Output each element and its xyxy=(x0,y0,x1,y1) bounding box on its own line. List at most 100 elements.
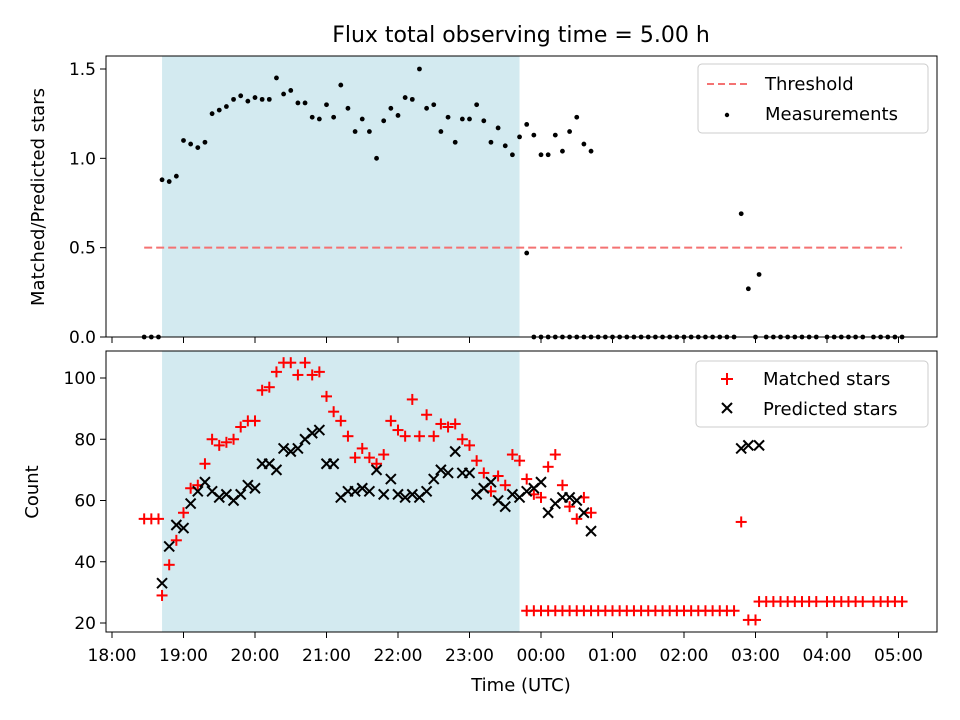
count-xtick-label: 20:00 xyxy=(231,646,280,666)
measurement-point xyxy=(245,98,251,104)
measurement-point xyxy=(345,105,351,111)
predicted-point xyxy=(428,473,440,485)
predicted-point xyxy=(192,485,204,498)
measurement-point xyxy=(209,111,215,117)
matched-point xyxy=(270,366,282,378)
measurement-point xyxy=(502,143,508,149)
measurement-point xyxy=(402,95,408,100)
measurement-point xyxy=(252,95,258,100)
predicted-point xyxy=(520,485,533,498)
predicted-point xyxy=(753,439,765,452)
measurement-point xyxy=(510,152,515,158)
measurement-point xyxy=(531,132,537,138)
count-x-axis-label: Time (UTC) xyxy=(470,675,571,696)
matched-point xyxy=(896,596,908,608)
predicted-point xyxy=(535,476,547,488)
matched-point xyxy=(178,507,189,519)
matched-point xyxy=(549,449,561,461)
matched-point xyxy=(499,479,511,491)
predicted-point xyxy=(563,491,576,504)
measurement-point xyxy=(231,96,236,102)
predicted-point xyxy=(249,482,261,494)
count-xtick-label: 00:00 xyxy=(517,646,566,666)
measurement-point xyxy=(538,152,544,158)
matched-point xyxy=(263,381,275,393)
matched-point xyxy=(220,436,232,448)
count-panel: 20 40 60 80 100 18:00 19:00 20:00 21:00 22:00 23:… xyxy=(22,350,938,696)
matched-point xyxy=(435,418,447,430)
matched-point xyxy=(199,458,211,470)
measurement-point xyxy=(481,118,487,124)
count-xtick-label: 03:00 xyxy=(731,646,780,666)
ratio-ytick-label: 0.0 xyxy=(69,328,96,348)
measurements-legend-label: Measurements xyxy=(765,104,898,125)
predicted-point xyxy=(735,442,747,455)
predicted-point xyxy=(285,445,297,458)
predicted-point xyxy=(349,485,361,498)
matched-point xyxy=(464,439,475,451)
measurement-point xyxy=(588,148,594,154)
measurement-point xyxy=(166,179,172,184)
matched-point xyxy=(556,479,568,491)
matched-point xyxy=(750,614,761,626)
matched-point xyxy=(735,516,747,528)
matched-point xyxy=(478,467,490,479)
ratio-panel-frame xyxy=(105,55,938,338)
matched-point xyxy=(356,442,368,454)
matched-point xyxy=(421,409,433,421)
predicted-point xyxy=(156,577,168,589)
predicted-point xyxy=(163,540,175,553)
predicted-point xyxy=(356,482,368,494)
predicted-point xyxy=(385,473,397,485)
threshold-legend-label: Threshold xyxy=(764,74,854,95)
predicted-point xyxy=(585,525,597,537)
matched-point xyxy=(428,430,440,442)
measurement-point xyxy=(395,113,401,118)
measurement-point xyxy=(302,100,308,106)
count-xtick-label: 22:00 xyxy=(374,646,423,666)
predicted-point xyxy=(463,467,476,479)
chart-title: Flux total observing time = 5.00 h xyxy=(332,23,710,48)
measurement-point xyxy=(195,145,201,151)
matched-point xyxy=(235,421,247,433)
count-ytick-label: 40 xyxy=(74,553,96,573)
matched-point xyxy=(413,430,425,442)
measurement-point xyxy=(467,116,472,122)
predicted-point xyxy=(571,494,583,507)
matched-point xyxy=(349,452,361,464)
matched-point xyxy=(249,415,261,427)
matched-point xyxy=(342,430,354,442)
count-xtick-label: 18:00 xyxy=(88,646,137,666)
matched-point xyxy=(371,458,383,470)
measurement-point xyxy=(181,138,186,143)
matched-point xyxy=(313,366,325,378)
measurement-point xyxy=(459,116,465,122)
matched-point xyxy=(564,501,576,513)
matched-point xyxy=(152,513,164,525)
predicted-point xyxy=(499,500,511,513)
measurement-point xyxy=(173,173,179,179)
predicted-point xyxy=(449,445,461,458)
measurement-point xyxy=(331,114,337,120)
predicted-point xyxy=(442,467,454,479)
matched-point xyxy=(542,461,554,473)
observing-window-span xyxy=(162,351,520,632)
matched-point xyxy=(442,421,454,433)
measurement-point xyxy=(452,139,458,145)
measurement-point xyxy=(756,272,762,277)
count-ytick-label: 20 xyxy=(74,614,96,634)
measurement-point xyxy=(388,105,394,111)
measurement-point xyxy=(417,66,422,72)
ratio-legend: Threshold Measurements xyxy=(697,63,929,134)
measurement-point xyxy=(495,125,501,131)
predicted-point xyxy=(292,442,304,455)
measurement-point xyxy=(274,75,279,81)
count-xtick-label: 02:00 xyxy=(660,646,709,666)
predicted-point xyxy=(435,464,447,476)
measurement-point xyxy=(738,211,744,217)
measurement-point xyxy=(266,96,272,102)
matched-point xyxy=(156,589,168,601)
count-xtick-label: 23:00 xyxy=(445,646,494,666)
measurement-point xyxy=(574,114,580,120)
matched-point xyxy=(256,384,268,396)
